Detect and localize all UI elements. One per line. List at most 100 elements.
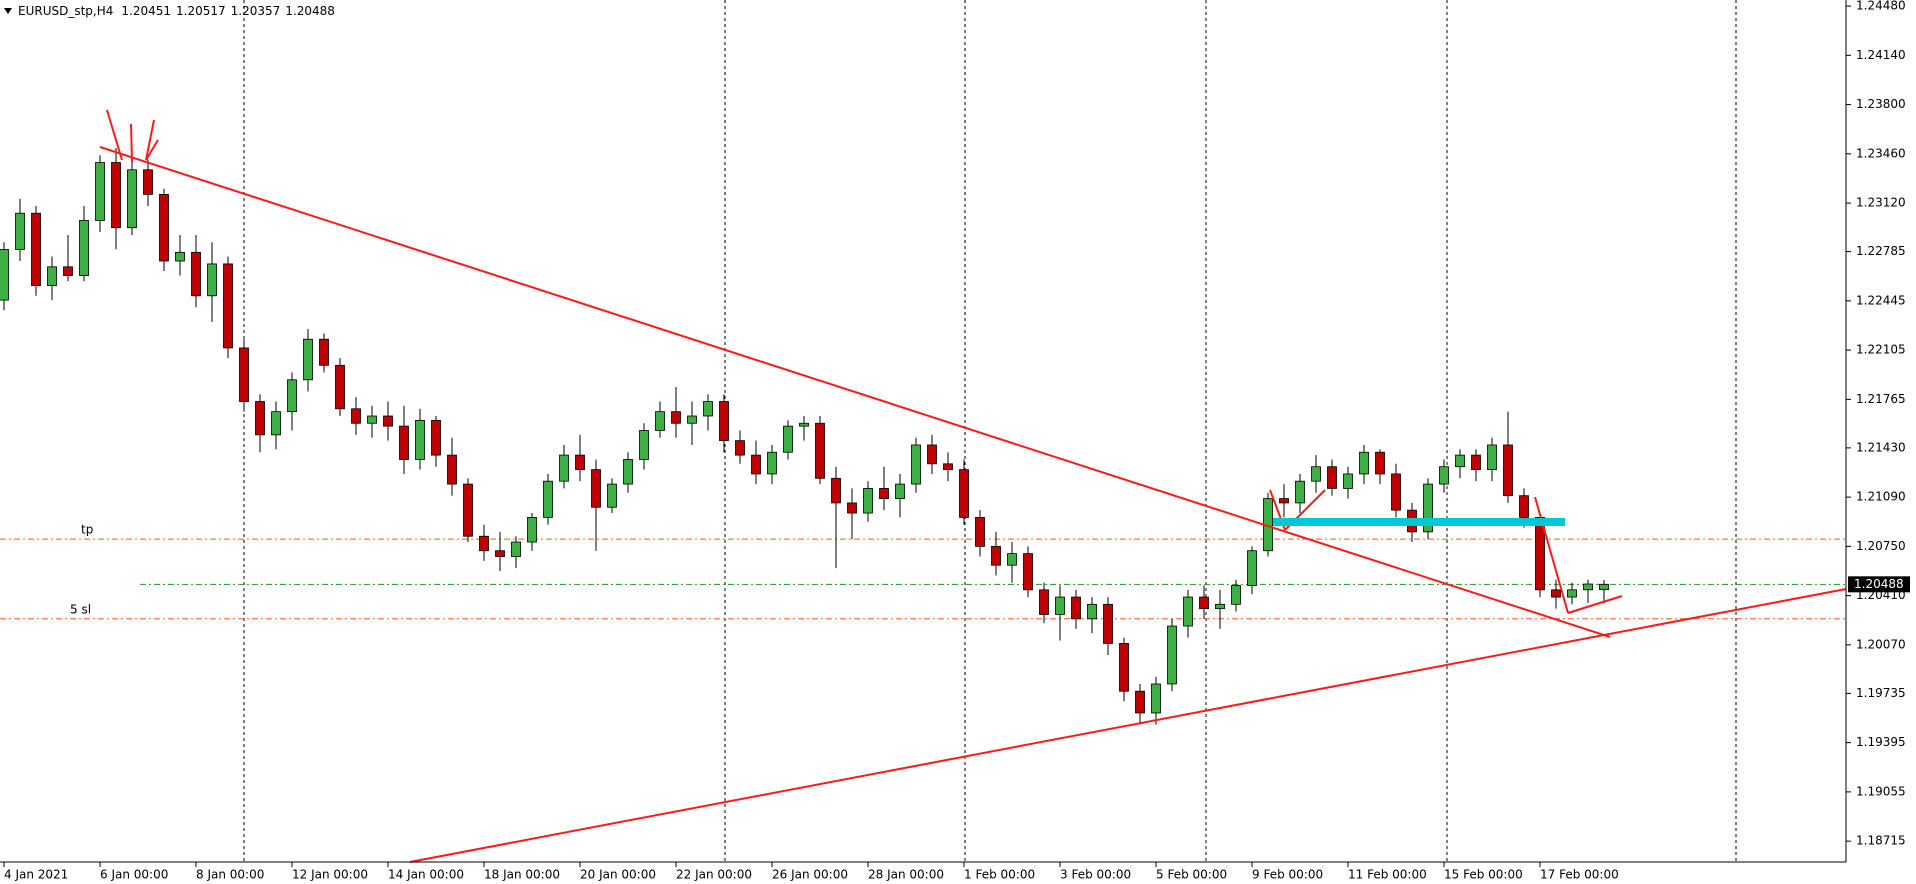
candle-body [1471,454,1481,471]
candle-body [1247,550,1257,586]
candle-body [1423,483,1433,533]
candle-body [783,425,793,453]
candle-body [1503,444,1513,497]
x-tick-label: 9 Feb 00:00 [1252,868,1323,882]
price-label-box [1848,576,1910,593]
candle-body [367,415,377,424]
candle-body [575,454,585,471]
arrow-stroke [145,119,155,161]
candle-body [719,401,729,442]
candle-body [623,459,633,485]
candle-body [223,263,233,349]
candles [0,148,1609,725]
candle-body [479,535,489,552]
levels: tp 5 sl [0,523,1846,620]
candle-body [31,212,41,287]
candle-body [911,444,921,485]
candle-body [1583,583,1593,591]
candle-body [991,545,1001,566]
y-tick-label: 1.19395 [1856,735,1906,749]
candle-body [1071,596,1081,620]
candle-body [687,415,697,424]
candle-body [1007,553,1017,566]
y-tick-label: 1.23800 [1856,97,1906,111]
y-tick-label: 1.21090 [1856,490,1906,504]
candle-body [287,379,297,413]
x-tick-label: 18 Jan 00:00 [484,868,560,882]
title-low: 1.20357 [231,4,281,18]
candle-body [1055,596,1065,615]
candle-body [143,169,153,195]
candle-body [543,480,553,518]
candle-body [863,488,873,514]
y-tick-label: 1.21765 [1856,392,1906,406]
x-tick-label: 11 Feb 00:00 [1348,868,1427,882]
candle-body [303,338,313,381]
menu-triangle [4,8,12,14]
y-tick-label: 1.20070 [1856,637,1906,651]
candle-body [927,444,937,465]
candle-body [1151,683,1161,714]
y-tick-label: 1.22445 [1856,293,1906,307]
title-open: 1.20451 [121,4,171,18]
candle-body [335,364,345,410]
candle-body [607,483,617,508]
x-tick-label: 5 Feb 00:00 [1156,868,1227,882]
arrow-stroke [106,109,123,161]
candle-body [847,502,857,514]
candle-body [1279,498,1289,504]
candle-body [527,517,537,543]
x-tick-label: 3 Feb 00:00 [1060,868,1131,882]
x-tick-label: 26 Jan 00:00 [772,868,848,882]
x-tick-label: 1 Feb 00:00 [964,868,1035,882]
y-tick-label: 1.19735 [1856,686,1906,700]
candle-body [879,488,889,499]
candle-body [735,440,745,456]
candle-body [239,347,249,402]
candle-body [383,415,393,427]
candle-body [431,419,441,456]
x-tick-label: 28 Jan 00:00 [868,868,944,882]
x-tick-label: 15 Feb 00:00 [1444,868,1523,882]
candle-body [1199,596,1209,610]
candle-body [1039,589,1049,615]
candle-body [559,454,569,482]
candle-body [63,266,73,276]
y-tick-label: 1.20750 [1856,539,1906,553]
candle-body [1567,589,1577,598]
candle-body [191,251,201,297]
candle-body [1167,625,1177,685]
y-tick-label: 1.22785 [1856,244,1906,258]
candle-body [1359,451,1369,475]
candle-body [959,469,969,518]
candle-body [655,411,665,431]
candle-body [1135,690,1145,714]
y-tick-label: 1.23460 [1856,146,1906,160]
candle-body [703,401,713,417]
trendline [99,146,1611,638]
y-tick-label: 1.18715 [1856,834,1906,848]
candle-body [1023,553,1033,591]
candle-body [1599,583,1609,591]
x-tick-label: 22 Jan 00:00 [676,868,752,882]
level-label: 5 sl [70,602,91,616]
candle-body [1119,643,1129,692]
candle-body [111,162,121,229]
candle-body [1439,466,1449,485]
candle-body [943,463,953,471]
price-label: 1.20488 [1854,577,1904,591]
candle-body [1375,451,1385,475]
x-tick-label: 20 Jan 00:00 [580,868,656,882]
candle-body [815,422,825,479]
candle-body [415,419,425,460]
arrow-stroke [1567,595,1623,614]
arrow-stroke [130,123,133,163]
candle-body [671,411,681,424]
candle-body [1295,480,1305,504]
zone [1273,518,1565,526]
candle-body [511,541,521,557]
candle-body [1455,454,1465,468]
candle-body [1311,466,1321,482]
arrow-stroke [145,139,159,161]
